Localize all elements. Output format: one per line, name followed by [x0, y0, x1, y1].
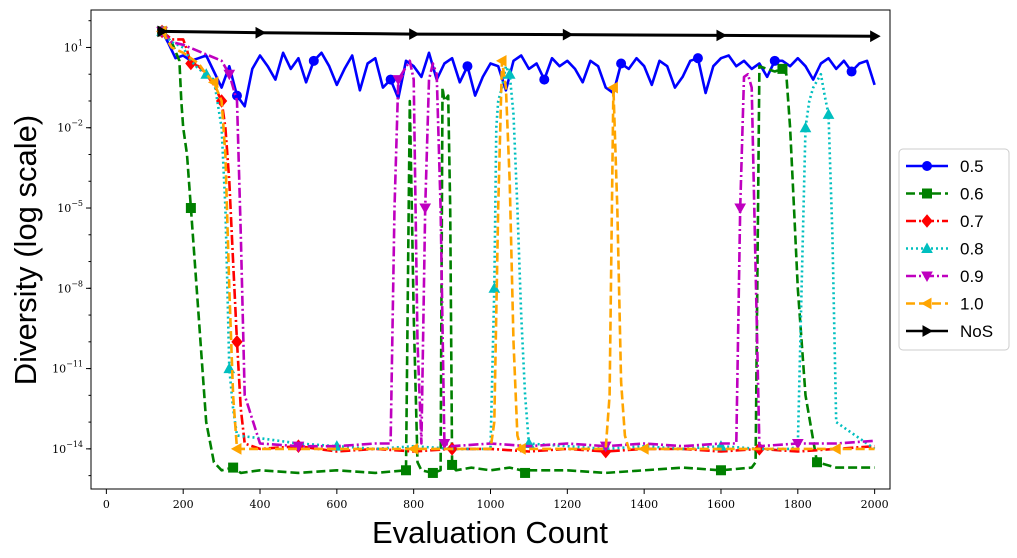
y-tick-label: 10−8: [57, 279, 83, 295]
series-point-1.0: [407, 443, 419, 455]
series-layer: [156, 24, 881, 478]
series-point-0.6: [812, 457, 823, 468]
legend-marker-0.6: [922, 188, 932, 199]
x-tick-label: 1600: [707, 498, 735, 511]
series-point-0.8: [488, 282, 501, 293]
legend-marker-NoS: [922, 325, 934, 337]
series-line-0.5: [160, 30, 876, 108]
series-point-1.0: [607, 81, 618, 94]
series-point-1.0: [830, 443, 841, 455]
series-point-0.9: [438, 439, 451, 450]
legend-label-0.8: 0.8: [960, 240, 984, 259]
series-point-1.0: [638, 443, 649, 455]
legend-box: [898, 148, 1010, 351]
series-line-0.8: [161, 30, 876, 451]
x-tick-label: 1200: [553, 498, 581, 511]
series-point-1.0: [495, 54, 507, 67]
series-point-0.6: [520, 467, 531, 478]
y-tick-label: 10−5: [57, 199, 83, 215]
series-point-0.5: [308, 55, 319, 66]
x-axis-label: Evaluation Count: [372, 515, 608, 550]
legend: 0.5 0.6 0.7 0.8 0.9 1.0 NoS: [898, 148, 1010, 351]
series-point-0.5: [616, 58, 627, 69]
series-point-0.5: [462, 61, 473, 72]
legend-marker-0.8: [921, 242, 933, 253]
legend-label-1.0: 1.0: [960, 295, 984, 314]
legend-marker-0.5: [922, 161, 932, 171]
x-tick-label: 1400: [630, 498, 658, 511]
series-point-0.6: [777, 63, 788, 74]
series-point-0.8: [799, 121, 812, 133]
x-axis: 0 200 400 600 800 1000 1200 1400 1600 1800 2000: [103, 489, 889, 511]
x-tick-label: 1000: [477, 498, 505, 511]
x-tick-label: 1800: [784, 498, 812, 511]
series-line-0.6: [161, 30, 875, 475]
series-point-0.8: [503, 68, 516, 79]
series-point-0.6: [715, 465, 726, 476]
legend-label-0.5: 0.5: [960, 157, 984, 176]
series-point-0.8: [822, 108, 835, 119]
series-point-0.6: [228, 462, 239, 473]
x-tick-label: 600: [326, 498, 347, 511]
series-point-0.5: [539, 74, 550, 85]
series-point-0.5: [769, 55, 780, 66]
y-tick-label: 10−11: [52, 360, 83, 376]
legend-label-0.6: 0.6: [960, 185, 984, 204]
series-point-0.7: [231, 335, 243, 349]
legend-label-0.7: 0.7: [960, 212, 984, 231]
y-tick-label: 10−2: [57, 119, 83, 135]
series-point-0.6: [400, 465, 411, 476]
series-point-0.6: [185, 203, 196, 214]
series-line-NoS: [162, 29, 875, 38]
y-axis-label: Diversity (log scale): [8, 115, 43, 385]
series-point-NoS: [870, 30, 881, 43]
x-tick-label: 200: [173, 498, 194, 511]
x-tick-label: 2000: [861, 498, 889, 511]
series-point-1.0: [230, 443, 242, 455]
series-point-NoS: [409, 28, 420, 40]
series-point-0.9: [292, 441, 305, 453]
series-point-1.0: [515, 443, 526, 455]
series-point-0.6: [447, 459, 458, 470]
series-line-1.0: [160, 30, 875, 451]
series-point-NoS: [716, 29, 728, 42]
series-point-1.0: [207, 76, 219, 89]
y-tick-label: 101: [64, 38, 83, 54]
x-tick-label: 0: [103, 498, 110, 511]
series-point-NoS: [157, 25, 169, 38]
series-point-0.9: [419, 203, 432, 215]
y-axis: 101 10−2 10−5 10−8 10−11 10−14: [52, 20, 91, 477]
y-tick-label: 10−14: [52, 440, 83, 456]
legend-marker-0.7: [921, 214, 933, 228]
series-point-0.9: [734, 203, 747, 215]
x-tick-label: 800: [403, 498, 424, 511]
series-point-NoS: [255, 26, 267, 39]
x-tick-label: 400: [250, 498, 271, 511]
series-line-0.7: [161, 30, 875, 453]
series-point-0.5: [692, 53, 703, 64]
legend-label-NoS: NoS: [960, 322, 993, 341]
series-point-0.6: [427, 467, 438, 478]
series-point-0.9: [223, 69, 236, 81]
series-point-0.5: [846, 66, 857, 77]
legend-marker-1.0: [920, 297, 932, 310]
series-point-0.9: [392, 75, 405, 86]
legend-marker-0.9: [921, 271, 933, 283]
series-point-NoS: [562, 28, 574, 41]
series-point-0.9: [791, 439, 804, 450]
legend-label-0.9: 0.9: [960, 267, 984, 286]
